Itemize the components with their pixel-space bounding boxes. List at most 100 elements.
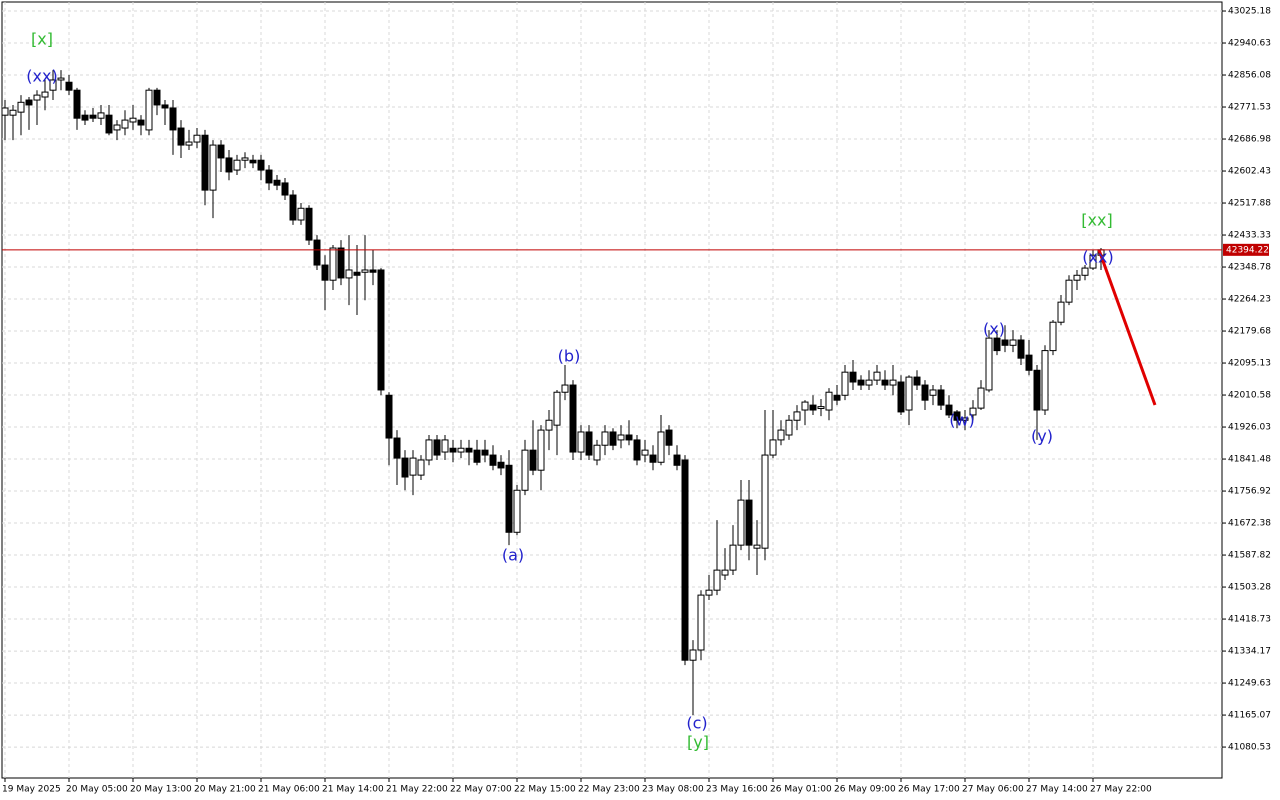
candle-body — [225, 157, 233, 173]
candle-body — [537, 429, 545, 471]
candle-body — [577, 431, 585, 453]
candle-body — [737, 499, 745, 546]
candle-body — [449, 447, 457, 453]
candle-body — [849, 371, 857, 383]
candle-body — [353, 271, 361, 276]
candle-body — [545, 419, 553, 431]
candle-body — [569, 384, 577, 453]
y-tick-label: 42264.23 — [1228, 295, 1271, 305]
candle-body — [681, 459, 689, 661]
candle-body — [41, 91, 49, 98]
x-tick-label: 22 May 15:00 — [514, 785, 576, 795]
candle-body — [521, 449, 529, 491]
y-tick-label: 42940.63 — [1228, 39, 1271, 49]
y-tick-label: 41841.48 — [1228, 455, 1271, 465]
y-tick-label: 41672.38 — [1228, 519, 1271, 529]
x-tick-label: 22 May 23:00 — [578, 785, 640, 795]
y-tick-label: 42602.43 — [1228, 167, 1271, 177]
candle-body — [777, 429, 785, 441]
candle-body — [49, 79, 57, 91]
candle-body — [505, 464, 513, 533]
candle-body — [1017, 339, 1025, 359]
candle-body — [937, 389, 945, 406]
candle-body — [857, 379, 865, 386]
candle-body — [489, 454, 497, 466]
x-tick-label: 26 May 09:00 — [834, 785, 896, 795]
candle-body — [913, 376, 921, 386]
candle-body — [161, 104, 169, 109]
candle-body — [145, 89, 153, 131]
y-tick-label: 41503.28 — [1228, 583, 1271, 593]
candle-body — [801, 401, 809, 411]
candle-body — [633, 439, 641, 461]
candle-body — [513, 489, 521, 533]
candle-body — [921, 384, 929, 401]
candle-body — [601, 431, 609, 446]
candle-body — [73, 89, 81, 119]
wave-label: [xx] — [1081, 211, 1112, 230]
candle-body — [305, 207, 313, 241]
candle-body — [1, 107, 9, 116]
candle-body — [329, 247, 337, 281]
candle-body — [873, 371, 881, 381]
candle-body — [153, 89, 161, 106]
candle-body — [201, 134, 209, 191]
candle-body — [1089, 254, 1097, 269]
candle-body — [745, 499, 753, 546]
y-tick-label: 42686.98 — [1228, 135, 1271, 145]
wave-label: (xx) — [26, 67, 57, 86]
wave-label: (c) — [686, 714, 707, 733]
candle-body — [689, 649, 697, 661]
candle-body — [793, 411, 801, 421]
candle-body — [65, 81, 73, 91]
candle-body — [361, 269, 369, 273]
candle-body — [881, 379, 889, 386]
candle-body — [953, 411, 961, 421]
y-tick-label: 41080.53 — [1228, 743, 1271, 753]
y-tick-label: 42010.58 — [1228, 391, 1271, 401]
candle-body — [97, 112, 105, 119]
candle-body — [1065, 279, 1073, 303]
candle-body — [297, 207, 305, 221]
x-tick-label: 27 May 22:00 — [1090, 785, 1152, 795]
candle-body — [9, 109, 17, 116]
candle-body — [417, 459, 425, 476]
candle-body — [1009, 339, 1017, 346]
y-tick-label: 42095.13 — [1228, 359, 1271, 369]
y-tick-label: 41926.03 — [1228, 423, 1271, 433]
candle-body — [257, 159, 265, 171]
candle-body — [177, 127, 185, 146]
candle-body — [553, 391, 561, 426]
candle-body — [89, 114, 97, 119]
y-tick-label: 42179.68 — [1228, 327, 1271, 337]
candle-body — [809, 404, 817, 411]
candle-body — [425, 439, 433, 461]
candle-body — [1001, 339, 1009, 346]
candle-body — [17, 101, 25, 113]
candle-body — [729, 544, 737, 571]
wave-label: (b) — [558, 347, 581, 366]
candle-body — [609, 431, 617, 446]
x-tick-label: 21 May 06:00 — [258, 785, 320, 795]
x-tick-label: 20 May 13:00 — [130, 785, 192, 795]
candle-body — [561, 384, 569, 393]
candle-body — [1057, 301, 1065, 323]
candle-body — [137, 119, 145, 126]
candle-body — [129, 117, 137, 123]
y-tick-label: 42856.08 — [1228, 71, 1271, 81]
wave-label: (a) — [502, 546, 524, 565]
wave-label: (y) — [1031, 427, 1053, 446]
forecast-arrow — [1097, 249, 1157, 406]
candle-body — [761, 454, 769, 549]
candle-body — [721, 569, 729, 576]
candle-body — [313, 239, 321, 266]
candle-body — [945, 404, 953, 416]
candle-body — [385, 394, 393, 439]
candle-body — [265, 169, 273, 184]
candle-body — [705, 589, 713, 596]
candle-body — [617, 434, 625, 441]
x-tick-label: 20 May 21:00 — [194, 785, 256, 795]
candle-body — [113, 124, 121, 131]
x-tick-label: 27 May 14:00 — [1026, 785, 1088, 795]
x-tick-label: 23 May 08:00 — [642, 785, 704, 795]
